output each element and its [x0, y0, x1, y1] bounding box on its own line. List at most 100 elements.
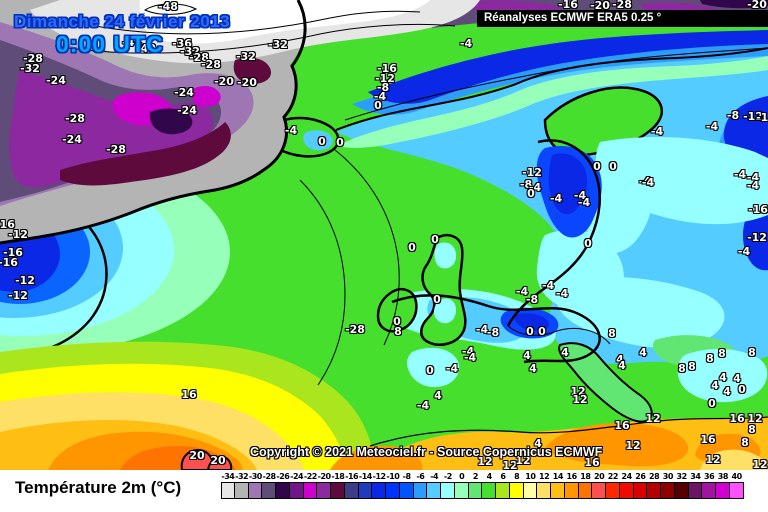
temp-label: 0 [538, 324, 546, 338]
colorbar-step: -34 [221, 471, 235, 499]
temp-label: 8 [718, 346, 726, 360]
colorbar-tick: 20 [594, 472, 605, 481]
temp-label: -12 [15, 273, 35, 287]
temp-label: -40 [136, 41, 156, 55]
temp-label: -4 [515, 284, 529, 298]
copyright-label: Copyright © 2021 Meteociel.fr - Source C… [250, 445, 603, 459]
temp-label: -12 [375, 71, 395, 85]
legend-title: Température 2m (°C) [15, 478, 182, 497]
colorbar-tick: 34 [690, 472, 701, 481]
temp-label: -8 [376, 80, 390, 94]
colorbar-step: -32 [233, 471, 249, 499]
temp-label: -28 [345, 322, 365, 336]
colorbar-tick: -16 [345, 472, 359, 481]
colorbar-swatch [398, 482, 414, 499]
colorbar-swatch [426, 482, 441, 499]
temp-label: -24 [62, 132, 82, 146]
temp-label: -8 [486, 325, 500, 339]
colorbar-step: -28 [261, 471, 276, 499]
temp-label: 16 [181, 387, 197, 401]
colorbar-step: -12 [371, 471, 386, 499]
temp-label: 12 [570, 384, 586, 398]
temp-label: 0 [374, 98, 382, 112]
temp-label: 0 [433, 292, 441, 306]
temp-label: 4 [733, 371, 741, 385]
colorbar-swatch [288, 482, 304, 499]
colorbar-swatch [330, 482, 345, 499]
colorbar-swatch [715, 482, 730, 499]
temp-label: 12 [705, 452, 721, 466]
temp-label: 12 [752, 457, 768, 470]
temp-label: 0 [393, 314, 401, 328]
temp-label: -24 [177, 103, 197, 117]
temp-label: -16 [748, 202, 768, 216]
colorbar-tick: 24 [621, 472, 633, 481]
temp-label: -4 [641, 175, 655, 189]
temp-label: -4 [416, 398, 430, 412]
colorbar-tick: -2 [443, 472, 452, 481]
colorbar-tick: -34 [221, 472, 235, 481]
colorbar-step: -10 [385, 471, 400, 499]
colorbar-swatch [673, 482, 689, 499]
temp-label: -20 [747, 0, 767, 11]
temp-label: -4 [746, 170, 760, 184]
temp-label: -8 [525, 292, 539, 306]
colorbar-swatch [728, 482, 744, 499]
temp-label: 0 [336, 135, 344, 149]
temp-label: -16 [558, 0, 578, 11]
temp-label: 4 [711, 378, 719, 392]
temp-label: -12 [8, 227, 28, 241]
temp-label: 12 [645, 411, 661, 425]
temp-label: 0 [318, 134, 326, 148]
colorbar-tick: -20 [317, 472, 331, 481]
colorbar-tick: -12 [372, 472, 386, 481]
temp-label: 0 [708, 396, 716, 410]
colorbar-step: -26 [275, 471, 290, 499]
colorbar-step: -6 [412, 471, 428, 499]
colorbar-step: 12 [536, 471, 551, 499]
temp-label: -12 [747, 230, 767, 244]
colorbar-tick: 32 [676, 472, 688, 481]
temp-label: -4 [638, 174, 652, 188]
colorbar-cells: -34 -32 -30 -28 -26 -24 -22 -20 -18 -16 -14 -12 -10-… [221, 471, 744, 499]
source-bar: Réanalyses ECMWF ERA5 0.25 ° [477, 10, 768, 27]
colorbar-step: 32 [673, 471, 689, 499]
temp-label: 8 [748, 422, 756, 436]
temp-label: 4 [434, 388, 442, 402]
temp-label: 12 [747, 411, 763, 425]
colorbar-swatch [550, 482, 565, 499]
temp-label: -4 [573, 188, 587, 202]
temp-label: 4 [523, 348, 531, 362]
colorbar-tick: 22 [607, 472, 619, 481]
colorbar-step: -4 [426, 471, 441, 499]
temp-label: -4 [555, 286, 569, 300]
colorbar-step: 40 [728, 471, 744, 499]
colorbar-step: 10 [522, 471, 538, 499]
temp-label: 12 [502, 458, 518, 470]
temp-label: -8 [726, 108, 740, 122]
temp-label: -4 [650, 124, 664, 138]
colorbar-step: 22 [605, 471, 620, 499]
colorbar-step: 18 [577, 471, 593, 499]
colorbar-step: 24 [618, 471, 634, 499]
colorbar-step: -16 [343, 471, 359, 499]
temp-label: -36 [172, 36, 192, 50]
colorbar-swatch [495, 482, 510, 499]
colorbar-step: 6 [495, 471, 510, 499]
legend-strip: Température 2m (°C) -34 -32 -30 -28 -26 -24 -2… [0, 470, 768, 512]
temp-label: -8 [519, 177, 533, 191]
temp-label: 0 [408, 240, 416, 254]
temp-label: -16 [0, 217, 15, 231]
colorbar-step: 0 [453, 471, 469, 499]
temp-label: -12 [8, 288, 28, 302]
temp-label: -4 [475, 322, 489, 336]
colorbar-tick: -10 [386, 472, 400, 481]
colorbar-tick: 16 [566, 472, 578, 481]
temp-label: 4 [534, 436, 542, 450]
temp-label: -4 [528, 180, 542, 194]
colorbar-tick: 6 [500, 472, 506, 481]
temp-label: 4 [639, 345, 647, 359]
colorbar-swatch [577, 482, 593, 499]
temp-label: 12 [477, 454, 493, 468]
temp-label: 12 [625, 438, 641, 452]
